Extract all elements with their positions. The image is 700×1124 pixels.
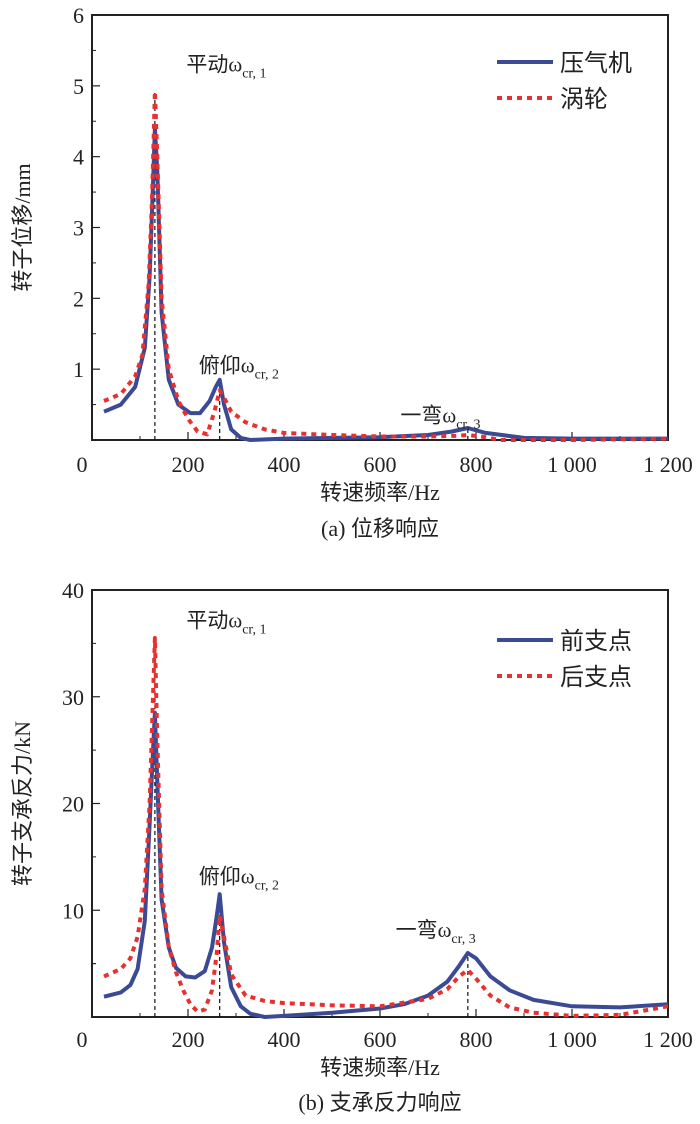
x-tick-label: 0 xyxy=(77,452,88,477)
annotation-text: 一弯ω xyxy=(400,403,456,427)
annotation-subscript: cr, 1 xyxy=(242,67,266,82)
y-tick-label: 4 xyxy=(73,145,84,170)
peak-annotation: 一弯ωcr, 3 xyxy=(400,403,480,432)
x-tick-label: 600 xyxy=(364,1027,397,1052)
x-tick-label: 0 xyxy=(77,1027,88,1052)
series-line-solid xyxy=(103,126,668,442)
y-tick-label: 10 xyxy=(62,898,84,923)
annotation-subscript: cr, 3 xyxy=(451,932,475,947)
y-axis-label: 转子支承反力/kN xyxy=(10,721,35,886)
annotation-subscript: cr, 2 xyxy=(255,368,279,383)
legend-label: 前支点 xyxy=(560,628,632,655)
chart-a: 0 200 400 600 800 1 000 1 200 1 2 3 4 5 6 转速频率/Hz 转子位移… xyxy=(10,3,693,541)
legend-label: 后支点 xyxy=(560,664,632,691)
y-tick-label: 20 xyxy=(62,792,84,817)
annotation-subscript: cr, 3 xyxy=(456,417,480,432)
series-line-dotted xyxy=(103,89,669,442)
legend-label: 涡轮 xyxy=(560,86,608,113)
x-tick-label: 1 000 xyxy=(547,452,597,477)
peak-annotation: 俯仰ωcr, 2 xyxy=(199,865,279,894)
peak-annotation: 俯仰ωcr, 2 xyxy=(199,354,279,383)
x-tick-label: 800 xyxy=(460,452,493,477)
x-tick-label: 200 xyxy=(172,1027,205,1052)
y-tick-label: 5 xyxy=(73,74,84,99)
x-tick-label: 1 000 xyxy=(547,1027,597,1052)
y-tick-label: 1 xyxy=(73,357,84,382)
x-tick-label: 600 xyxy=(364,452,397,477)
annotation-text: 俯仰ω xyxy=(199,865,255,889)
chart-caption: (a) 位移响应 xyxy=(321,516,439,541)
plot-frame xyxy=(91,14,669,441)
annotation-text: 平动ω xyxy=(186,608,242,632)
x-tick-label: 1 200 xyxy=(643,452,693,477)
annotation-text: 一弯ω xyxy=(396,918,452,942)
series-line-dotted xyxy=(103,636,669,1018)
y-tick-label: 3 xyxy=(73,216,84,241)
legend-label: 压气机 xyxy=(560,50,632,77)
peak-annotation: 平动ωcr, 1 xyxy=(186,608,266,637)
series-line-solid xyxy=(103,710,669,1019)
annotation-text: 平动ω xyxy=(186,53,242,77)
peak-annotation: 一弯ωcr, 3 xyxy=(396,918,476,947)
y-tick-label: 30 xyxy=(62,685,84,710)
x-tick-label: 400 xyxy=(268,1027,301,1052)
y-tick-label: 6 xyxy=(73,3,84,28)
x-tick-label: 1 200 xyxy=(643,1027,693,1052)
peak-annotation: 平动ωcr, 1 xyxy=(186,53,266,82)
x-axis-label: 转速频率/Hz xyxy=(320,480,440,505)
chart-caption: (b) 支承反力响应 xyxy=(298,1090,461,1115)
y-tick-label: 2 xyxy=(73,286,84,311)
x-tick-label: 800 xyxy=(460,1027,493,1052)
annotation-subscript: cr, 2 xyxy=(255,879,279,894)
x-tick-label: 400 xyxy=(268,452,301,477)
y-axis-label: 转子位移/mm xyxy=(10,163,35,291)
y-tick-label: 40 xyxy=(62,578,84,603)
annotation-subscript: cr, 1 xyxy=(242,622,266,637)
chart-b: 0 200 400 600 800 1 000 1 200 10 20 30 40 转速频率/Hz 转子… xyxy=(10,578,693,1115)
x-tick-label: 200 xyxy=(172,452,205,477)
annotation-text: 俯仰ω xyxy=(199,354,255,378)
x-axis-label: 转速频率/Hz xyxy=(320,1055,440,1080)
